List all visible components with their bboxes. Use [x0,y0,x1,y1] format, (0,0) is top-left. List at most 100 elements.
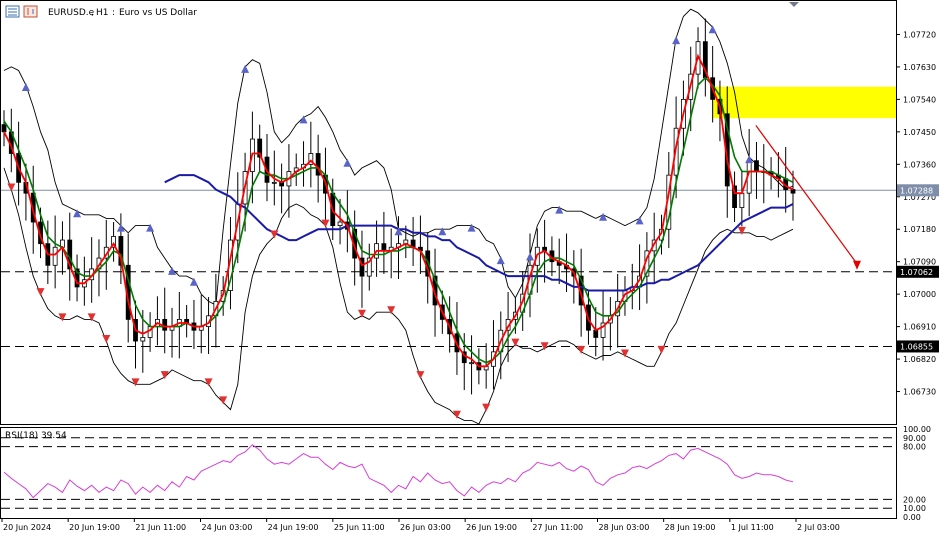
rsi-title: RSI(18) 39.54 [5,431,67,441]
fractal-up-icon [116,223,125,232]
chart-timeframe: H1 [96,8,109,18]
projection-arrow-line [755,125,858,265]
fractal-up-icon [467,223,476,232]
price-tick-label: 1.07540 [903,95,936,104]
time-tick-label: 24 Jun 19:00 [268,523,319,532]
fractal-up-icon [708,25,717,34]
fractal-down-icon [511,338,520,347]
fractal-up-icon [168,266,177,275]
price-tick-label: 1.06820 [903,355,936,364]
candle-body [140,337,146,342]
ma-long-line [164,174,794,292]
price-panel-frame [0,0,897,425]
candle-body [754,160,759,172]
candle-body [600,322,606,338]
candle-body [790,189,796,194]
time-tick-label: 2 Jul 03:00 [797,523,840,532]
fractal-up-icon [635,216,644,225]
price-label-box [897,340,939,353]
fractal-down-icon [219,396,228,405]
price-tick-label: 1.07630 [903,63,936,72]
time-tick-label: 20 Jun 2024 [3,523,51,532]
rsi-panel-frame [0,427,897,519]
candle-body [381,243,387,252]
fractal-down-icon [387,306,396,315]
fractal-up-icon [438,227,447,236]
fractal-down-icon [737,226,746,235]
ma-green-line [3,76,794,364]
fractal-up-icon [496,256,505,265]
fractal-down-icon [482,403,491,412]
price-axis-layer: 1.07720 1.07630 1.07540 1.07450 1.07360 1.072… [896,30,939,397]
chart-type-icon[interactable] [23,5,38,18]
candle-body [257,138,263,158]
fractal-up-icon [745,155,754,164]
fractal-up-icon [672,36,681,45]
moving-averages-layer [3,53,794,368]
time-tick-label: 26 Jun 19:00 [466,523,517,532]
chart-timeframe-sep: , [91,8,94,18]
fractal-up-icon [343,158,352,167]
rsi-tick-label: 80.00 [903,443,926,452]
candle-body [162,319,168,331]
candle-body [271,181,277,184]
fractal-up-icon [21,82,30,91]
fractal-up-icon [146,223,155,232]
fractal-down-icon [540,342,549,351]
rsi-tick-label: 20.00 [903,495,926,504]
fractal-down-icon [58,313,67,322]
fractal-up-icon [599,212,608,221]
rsi-line [3,444,794,499]
time-tick-label: 1 Jul 11:00 [731,523,774,532]
candle-body [732,185,737,208]
price-tick-label: 1.07090 [903,258,936,267]
candle-body [469,362,474,365]
candle-body [38,221,43,245]
time-tick-label: 20 Jun 19:00 [69,523,120,532]
chart-symbol: EURUSD.e [48,8,95,18]
fractal-down-icon [577,345,586,354]
rsi-tick-label: 10.00 [903,504,926,513]
resistance-zone [712,86,896,119]
time-axis-layer: 20 Jun 2024 20 Jun 19:00 21 Jun 11:00 24 Ju… [1,518,840,532]
projection-arrow-head [853,260,861,270]
candle-body [739,192,745,208]
scroll-marker-icon[interactable] [789,2,799,7]
fractal-down-icon [270,230,279,239]
candle-body [593,329,599,338]
time-tick-label: 27 Jun 11:00 [532,523,583,532]
candle-body [308,153,314,165]
fractal-up-icon [526,252,534,261]
chart-description: Euro vs US Dollar [119,8,197,18]
price-tick-label: 1.07450 [903,128,936,137]
fractal-up-icon [555,205,564,214]
ma-red-line [3,53,794,368]
price-tick-label: 1.07720 [903,30,936,39]
fractal-down-icon [36,288,45,297]
price-label-box [897,184,939,197]
fractal-down-icon [452,410,461,419]
fractal-down-icon [87,313,96,322]
fractal-down-icon [357,309,366,318]
fractal-down-icon [321,219,330,228]
candle-body [118,236,124,266]
time-tick-label: 24 Jun 03:00 [202,523,253,532]
candle-body [359,257,365,277]
candle-body [30,192,36,223]
candle-body [1,124,7,133]
fractal-up-icon [394,227,403,236]
price-tick-label: 1.06730 [903,388,936,397]
fractal-down-icon [160,371,169,380]
price-tick-label: 1.06910 [903,323,936,332]
fractal-up-icon [299,115,308,124]
fractal-up-icon [73,209,82,218]
fractal-down-icon [416,371,425,380]
price-tick-label: 1.07270 [903,193,936,202]
candle-body [111,236,116,248]
candle-body [337,221,343,227]
candle-body [315,153,321,176]
rsi-tick-label: 100.00 [903,425,931,434]
fractal-down-icon [102,335,111,344]
